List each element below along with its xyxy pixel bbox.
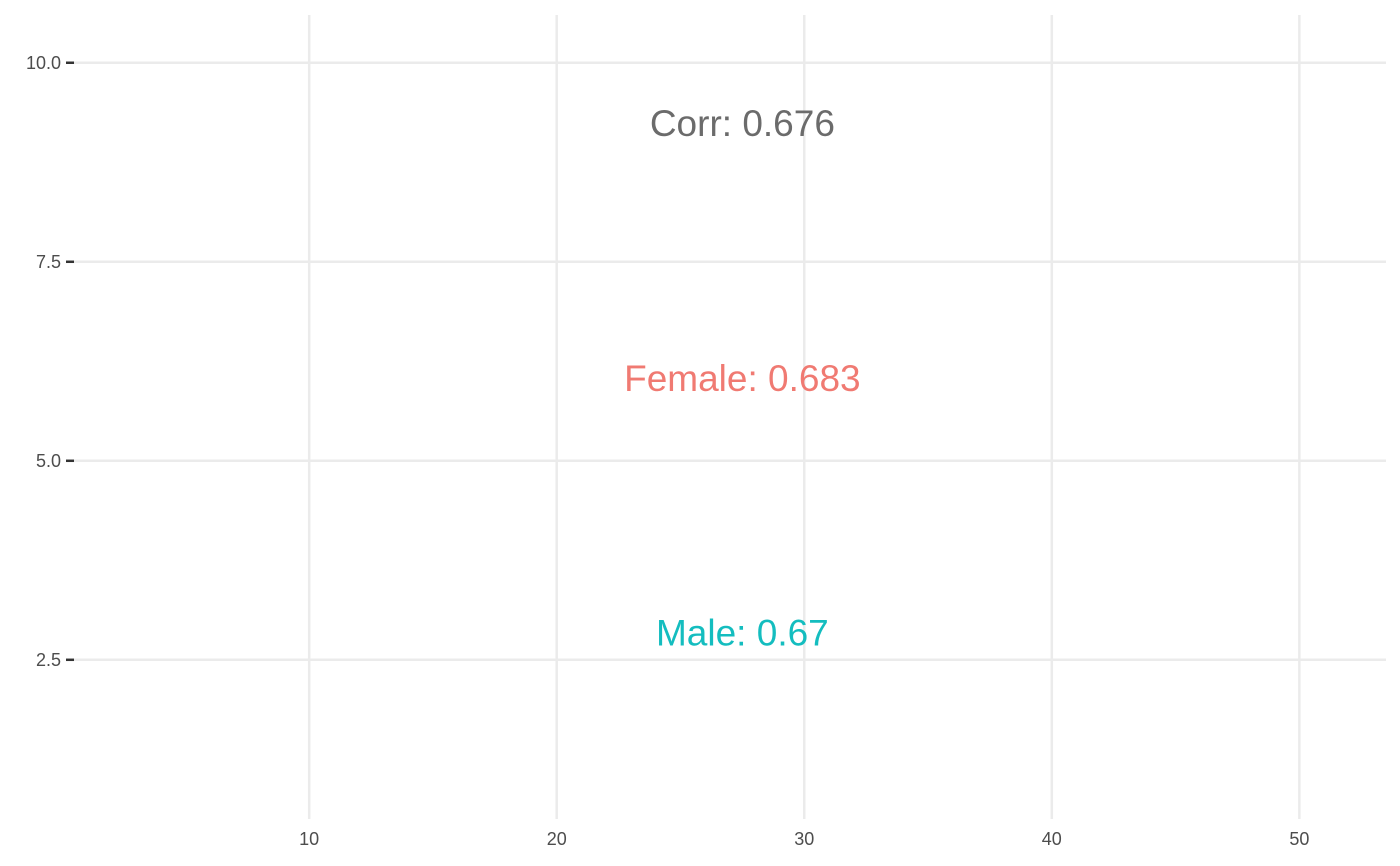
y-tick-label: 2.5 (36, 650, 61, 670)
axis-layer: 10 20 30 40 50 2.5 5.0 7.5 10.0 (26, 53, 1309, 849)
correlation-annotation: Male: 0.67 (656, 613, 829, 654)
y-tick-label: 7.5 (36, 252, 61, 272)
annotation-layer: Corr: 0.676 Female: 0.683 Male: 0.67 (624, 103, 861, 653)
grid-layer (74, 15, 1386, 819)
x-tick-label: 10 (299, 829, 319, 849)
correlation-annotation: Female: 0.683 (624, 358, 861, 399)
x-tick-label: 40 (1042, 829, 1062, 849)
y-tick-label: 10.0 (26, 53, 61, 73)
x-tick-label: 30 (794, 829, 814, 849)
y-tick-label: 5.0 (36, 451, 61, 471)
x-tick-label: 20 (547, 829, 567, 849)
correlation-annotation: Corr: 0.676 (650, 103, 835, 144)
x-tick-label: 50 (1289, 829, 1309, 849)
